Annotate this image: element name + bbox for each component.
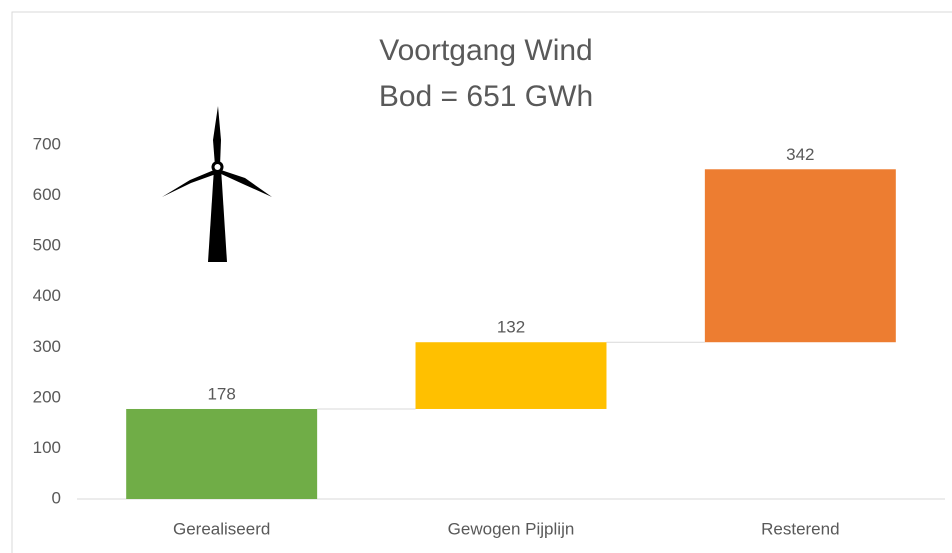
y-tick-label: 700 — [33, 134, 61, 153]
y-tick-label: 100 — [33, 438, 61, 457]
y-tick-label: 400 — [33, 286, 61, 305]
chart-title: Voortgang Wind — [379, 34, 592, 67]
y-tick-label: 0 — [52, 488, 61, 507]
data-label: 178 — [207, 384, 235, 403]
bar — [704, 169, 896, 343]
x-tick-label: Gerealiseerd — [173, 519, 270, 538]
y-tick-label: 500 — [33, 236, 61, 255]
data-label: 342 — [786, 145, 814, 164]
y-tick-label: 600 — [33, 185, 61, 204]
x-tick-label: Resterend — [761, 519, 839, 538]
bar — [415, 342, 607, 409]
data-label: 132 — [497, 318, 525, 337]
bar — [126, 408, 318, 499]
chart-subtitle: Bod = 651 GWh — [379, 80, 593, 113]
x-tick-label: Gewogen Pijplijn — [448, 519, 575, 538]
y-tick-label: 300 — [33, 337, 61, 356]
wind-turbine-icon — [162, 106, 272, 262]
y-tick-label: 200 — [33, 387, 61, 406]
